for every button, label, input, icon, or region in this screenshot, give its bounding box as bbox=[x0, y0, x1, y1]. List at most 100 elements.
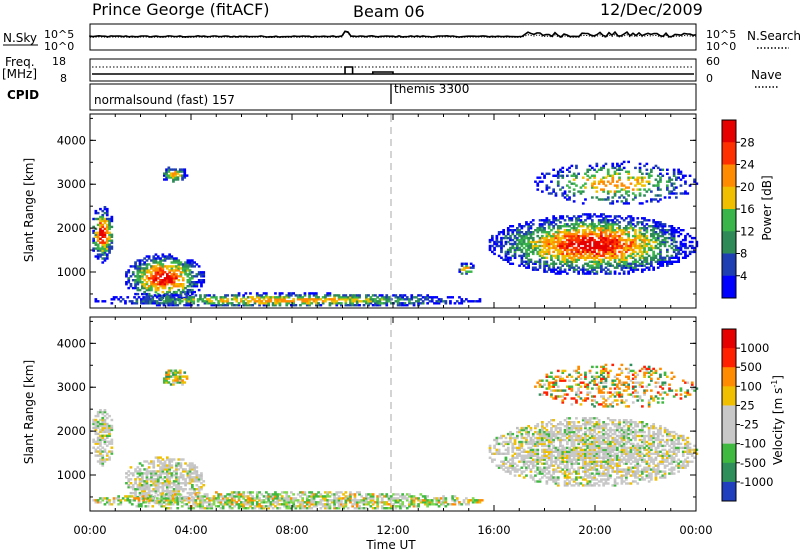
velocity-cell bbox=[203, 501, 207, 504]
power-cell bbox=[527, 266, 530, 269]
power-cell bbox=[547, 268, 551, 271]
velocity-cell bbox=[188, 474, 192, 477]
power-cell bbox=[586, 244, 590, 248]
power-cell bbox=[317, 296, 320, 299]
velocity-cell bbox=[94, 426, 98, 430]
power-cell bbox=[531, 248, 535, 252]
velocity-cell bbox=[545, 450, 549, 453]
velocity-cell bbox=[188, 464, 192, 467]
power-cell bbox=[661, 242, 665, 246]
power-cell bbox=[290, 300, 293, 303]
velocity-cell bbox=[105, 458, 109, 461]
power-cell bbox=[593, 231, 596, 234]
power-cell bbox=[561, 270, 565, 273]
power-cell bbox=[163, 257, 167, 260]
velocity-cell bbox=[103, 410, 107, 414]
power-cell bbox=[169, 302, 173, 305]
power-cell bbox=[131, 271, 135, 274]
velocity-cell bbox=[547, 430, 551, 434]
power-cell bbox=[260, 294, 264, 297]
power-cell bbox=[593, 244, 596, 248]
power-cell bbox=[159, 273, 162, 276]
power-cell bbox=[233, 304, 236, 307]
power-cell bbox=[269, 300, 273, 303]
velocity-cell bbox=[522, 458, 526, 461]
velocity-cell bbox=[158, 501, 161, 504]
velocity-cell bbox=[240, 493, 243, 496]
power-cell bbox=[516, 244, 519, 248]
power-cell bbox=[568, 268, 571, 271]
power-cell bbox=[513, 254, 517, 258]
velocity-cell bbox=[96, 446, 100, 449]
velocity-cell bbox=[559, 450, 562, 453]
power-cell bbox=[143, 279, 146, 282]
power-cell bbox=[618, 238, 621, 242]
velocity-cell bbox=[137, 501, 141, 504]
velocity-cell bbox=[371, 497, 375, 500]
velocity-cell bbox=[92, 420, 95, 424]
velocity-cell bbox=[513, 438, 517, 442]
power-cell bbox=[638, 264, 642, 267]
velocity-cell bbox=[172, 491, 176, 495]
power-cell bbox=[641, 262, 644, 265]
power-cell bbox=[575, 164, 578, 168]
power-cell bbox=[274, 302, 277, 305]
velocity-cell bbox=[184, 495, 187, 499]
power-cell bbox=[652, 227, 655, 230]
power-cell bbox=[620, 244, 624, 248]
power-cell bbox=[346, 296, 350, 299]
power-cell bbox=[545, 186, 549, 189]
power-cell bbox=[195, 281, 199, 284]
power-cell bbox=[504, 252, 508, 256]
velocity-cell bbox=[563, 425, 567, 428]
power-cell bbox=[627, 244, 630, 248]
velocity-cell bbox=[168, 482, 171, 485]
power-cell bbox=[103, 253, 107, 256]
power-cell bbox=[618, 240, 621, 244]
power-cell bbox=[167, 298, 170, 301]
power-cell bbox=[604, 176, 608, 179]
velocity-cell bbox=[172, 381, 175, 384]
velocity-cell bbox=[228, 493, 232, 496]
power-cell bbox=[600, 232, 603, 236]
velocity-cell bbox=[99, 424, 102, 428]
power-cell bbox=[550, 229, 553, 232]
velocity-heatmap bbox=[92, 363, 699, 510]
power-cell bbox=[317, 304, 320, 307]
velocity-cell bbox=[541, 434, 544, 438]
power-cell bbox=[315, 292, 318, 295]
power-cell bbox=[536, 252, 540, 256]
velocity-cell bbox=[299, 501, 302, 504]
power-cell bbox=[516, 248, 519, 252]
cpid-mode-second: themis 3300 bbox=[394, 82, 469, 96]
velocity-cell bbox=[290, 499, 293, 502]
power-cell bbox=[383, 302, 386, 305]
power-cell bbox=[497, 231, 501, 234]
power-cell bbox=[602, 190, 605, 193]
velocity-cell bbox=[335, 491, 339, 494]
power-cell bbox=[108, 243, 111, 246]
velocity-cell bbox=[467, 499, 470, 502]
velocity-cell bbox=[172, 371, 175, 374]
power-cell bbox=[647, 262, 651, 265]
velocity-cell bbox=[262, 507, 266, 510]
power-cell bbox=[611, 166, 615, 170]
velocity-cell bbox=[421, 499, 425, 502]
power-cell bbox=[670, 246, 674, 250]
velocity-cell bbox=[566, 484, 569, 487]
velocity-cell bbox=[522, 436, 526, 440]
power-cell bbox=[668, 178, 671, 181]
power-cell bbox=[556, 182, 560, 185]
velocity-cell bbox=[556, 464, 560, 467]
velocity-cell bbox=[96, 424, 100, 428]
power-cell bbox=[387, 296, 391, 299]
velocity-cell bbox=[554, 428, 558, 432]
power-cell bbox=[301, 298, 304, 301]
velocity-cell bbox=[172, 482, 176, 485]
velocity-cell bbox=[419, 493, 423, 496]
velocity-cell bbox=[230, 497, 234, 500]
power-cell bbox=[572, 258, 576, 261]
power-cell bbox=[504, 240, 508, 244]
velocity-cell bbox=[547, 421, 551, 424]
power-cell bbox=[186, 263, 190, 266]
